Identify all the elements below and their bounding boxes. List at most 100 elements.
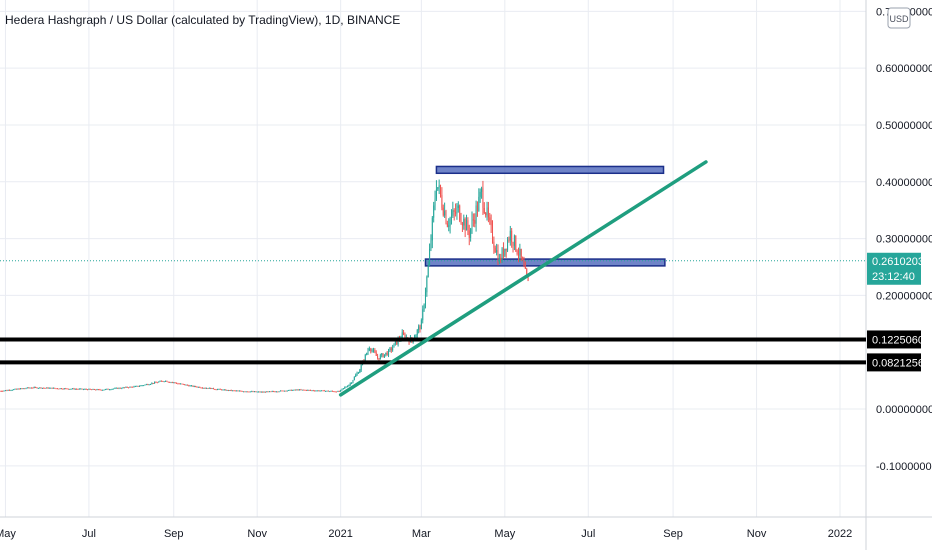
candle-body [401,332,403,339]
time-tick-label: Nov [247,528,267,540]
candle-body [134,386,136,388]
candle-body [100,389,102,391]
candle-body [81,388,83,390]
candle-body [523,261,525,267]
candle-body [383,354,385,358]
candle-body [185,384,187,386]
candle-body [222,389,224,391]
candle-body [95,389,97,391]
candle-body [520,248,522,258]
candle-body [481,188,483,192]
candle-body [486,207,488,216]
candle-body [263,391,265,393]
candle-body [191,385,193,387]
candle-body [504,248,506,256]
candle-body [450,215,452,219]
candle-body [141,385,143,387]
candle-body [382,353,384,358]
candle-body [163,381,165,383]
candle-body [132,386,134,388]
candle-body [44,387,46,389]
candle-body [240,390,242,392]
candle-body [390,348,392,351]
candle-body [214,388,216,390]
candle-body [14,388,16,390]
candle-body [160,380,162,382]
candle-body [326,390,328,392]
candle-body [279,390,281,392]
candle-body [277,391,279,393]
candle-body [319,390,321,392]
candle-body [121,388,123,390]
level-badge-label: 0.12250606 [872,334,930,346]
candle-body [103,389,105,391]
candle-body [74,388,76,390]
candle-body [433,205,435,218]
candle-body [468,230,470,238]
candle-body [39,387,41,389]
candle-body [507,239,509,251]
candle-body [203,387,205,389]
candle-body [169,381,171,383]
candle-body [333,391,335,393]
currency-label[interactable]: USD [889,14,909,24]
candle-body [130,386,132,388]
candle-body [340,389,342,392]
candle-body [442,207,444,216]
price-tick-label: -0.10000000 [876,461,932,473]
candle-body [266,391,268,393]
price-tick-label: 0.40000000 [876,177,932,189]
candle-body [267,391,269,393]
candle-body [300,389,302,391]
currency-button[interactable]: USD [887,7,911,29]
candle-body [430,240,432,249]
price-axis[interactable]: 0.700000000.600000000.500000000.40000000… [867,6,932,473]
time-axis[interactable]: May Jul Sep Nov 2021 Mar May Jul Sep Nov 2022 [0,528,852,540]
candle-body [80,388,82,390]
candle-body [501,248,503,262]
candle-body [377,355,379,359]
candle-body [429,248,431,265]
candle-body [515,235,517,251]
candle-body [108,389,110,391]
candle-body [181,383,183,385]
candle-body [192,385,194,387]
candle-body [51,387,53,389]
candle-body [463,218,465,226]
candle-body [418,326,420,330]
candle-body [85,388,87,390]
candle-body [35,387,37,389]
candle-body [184,384,186,386]
candle-body [41,387,43,389]
candle-body [312,390,314,392]
candle-body [493,241,495,248]
candle-body [269,391,271,393]
time-tick-label: Jul [581,528,595,540]
countdown-label: 23:12:40 [872,271,915,283]
candle-body [32,387,34,389]
candle-body [36,387,38,389]
candle-body [61,388,63,390]
candle-body [385,352,387,355]
candle-body [197,386,199,388]
candle-body [249,391,251,393]
candle-body [217,389,219,391]
candle-body [264,391,266,393]
candle-body [200,387,202,389]
candle-body [329,391,331,393]
candle-body [253,391,255,393]
candle-body [281,390,283,392]
candle-body [233,390,235,392]
candle-body [440,185,442,196]
candle-body [301,389,303,391]
candle-body [512,242,514,246]
candle-body [182,383,184,385]
candle-body [238,390,240,392]
candle-body [259,391,261,393]
candle-body [292,390,294,392]
candle-body [193,386,195,388]
candle-body [10,390,12,392]
